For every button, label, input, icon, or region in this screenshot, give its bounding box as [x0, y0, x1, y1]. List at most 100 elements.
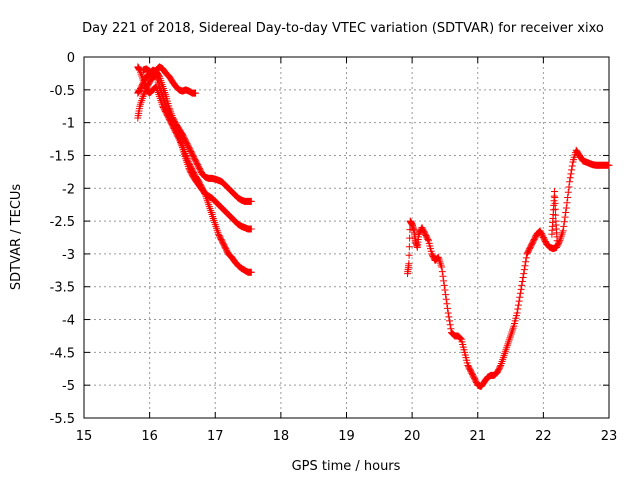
- data-point: [551, 205, 559, 213]
- data-point: [514, 305, 522, 313]
- data-point: [516, 293, 524, 301]
- x-tick-label: 21: [469, 429, 486, 444]
- data-point: [441, 286, 449, 294]
- data-point: [140, 91, 148, 99]
- data-point: [442, 295, 450, 303]
- data-point: [444, 304, 452, 312]
- y-tick-label: -0.5: [50, 84, 75, 99]
- x-tick-label: 20: [404, 429, 421, 444]
- data-point: [192, 89, 200, 97]
- y-tick-label: -1.5: [50, 149, 75, 164]
- data-point: [443, 300, 451, 308]
- data-point: [444, 309, 452, 317]
- data-point: [175, 134, 182, 142]
- y-tick-label: -2: [62, 182, 75, 197]
- data-point: [247, 225, 255, 233]
- data-point: [553, 237, 561, 245]
- chart-title: Day 221 of 2018, Sidereal Day-to-day VTE…: [82, 21, 604, 36]
- data-point: [520, 266, 528, 274]
- data-point: [439, 272, 447, 280]
- data-point: [566, 174, 574, 182]
- data-points: [134, 63, 613, 390]
- data-point: [563, 199, 571, 207]
- data-point: [551, 199, 559, 207]
- data-point: [178, 142, 186, 150]
- y-tick-label: -5: [62, 379, 75, 394]
- data-point: [445, 313, 453, 321]
- data-point: [438, 263, 446, 271]
- data-point: [568, 162, 576, 170]
- data-point: [440, 281, 448, 289]
- data-point: [175, 135, 183, 143]
- data-point: [155, 72, 163, 80]
- data-point: [438, 268, 446, 276]
- data-point: [424, 235, 432, 243]
- data-point: [139, 92, 147, 100]
- data-point: [567, 170, 575, 178]
- data-point: [522, 258, 530, 266]
- data-point: [176, 137, 184, 145]
- data-point: [519, 274, 527, 282]
- data-point: [520, 270, 528, 278]
- data-point: [446, 321, 454, 329]
- data-point: [457, 335, 465, 343]
- y-tick-label: -1: [62, 117, 75, 132]
- data-point: [561, 213, 569, 221]
- x-tick-label: 22: [535, 429, 552, 444]
- y-tick-label: -5.5: [50, 412, 75, 427]
- data-point: [565, 183, 573, 191]
- data-point: [447, 325, 455, 333]
- x-tick-label: 19: [338, 429, 355, 444]
- data-point: [405, 260, 413, 268]
- data-point: [559, 227, 567, 235]
- plot-frame: [83, 56, 610, 419]
- data-point: [564, 188, 572, 196]
- data-point: [551, 188, 559, 196]
- data-point: [446, 317, 454, 325]
- y-tick-label: -3.5: [50, 281, 75, 296]
- y-tick-label: -4.5: [50, 346, 75, 361]
- ticks: 15 16 17 18 19 20 21 22 23 0 -0.5 -1 -1.5 -2 -2.5 -3 -3.…: [50, 51, 618, 444]
- x-tick-label: 16: [141, 429, 158, 444]
- data-point: [442, 291, 450, 299]
- y-tick-label: -2.5: [50, 215, 75, 230]
- data-point: [496, 363, 504, 371]
- data-point: [605, 161, 613, 169]
- data-point: [176, 138, 184, 146]
- grid: [84, 57, 609, 418]
- y-tick-label: 0: [67, 51, 75, 66]
- y-tick-label: -3: [62, 248, 75, 263]
- data-point: [518, 281, 526, 289]
- data-point: [406, 234, 414, 242]
- data-point: [440, 277, 448, 285]
- data-point: [566, 178, 574, 186]
- data-point: [551, 193, 559, 201]
- data-point: [177, 140, 185, 148]
- data-point: [514, 301, 522, 309]
- data-point: [405, 251, 413, 259]
- x-tick-label: 18: [273, 429, 290, 444]
- x-tick-label: 17: [207, 429, 224, 444]
- data-point: [552, 211, 560, 219]
- data-point: [405, 243, 413, 251]
- data-point: [560, 218, 568, 226]
- data-point: [517, 285, 525, 293]
- data-point: [515, 297, 523, 305]
- data-point: [513, 309, 521, 317]
- y-axis-label: SDTVAR / TECUs: [9, 184, 24, 291]
- y-tick-label: -4: [62, 314, 75, 329]
- data-point: [518, 277, 526, 285]
- data-point: [456, 334, 464, 342]
- data-point: [560, 222, 568, 230]
- data-point: [564, 193, 572, 201]
- data-point: [568, 166, 576, 174]
- data-point: [562, 204, 570, 212]
- x-tick-label: 23: [601, 429, 618, 444]
- data-point: [522, 254, 530, 262]
- data-point: [521, 262, 529, 270]
- x-axis-label: GPS time / hours: [292, 459, 401, 474]
- data-point: [516, 289, 524, 297]
- x-tick-label: 15: [76, 429, 93, 444]
- data-point: [247, 197, 255, 205]
